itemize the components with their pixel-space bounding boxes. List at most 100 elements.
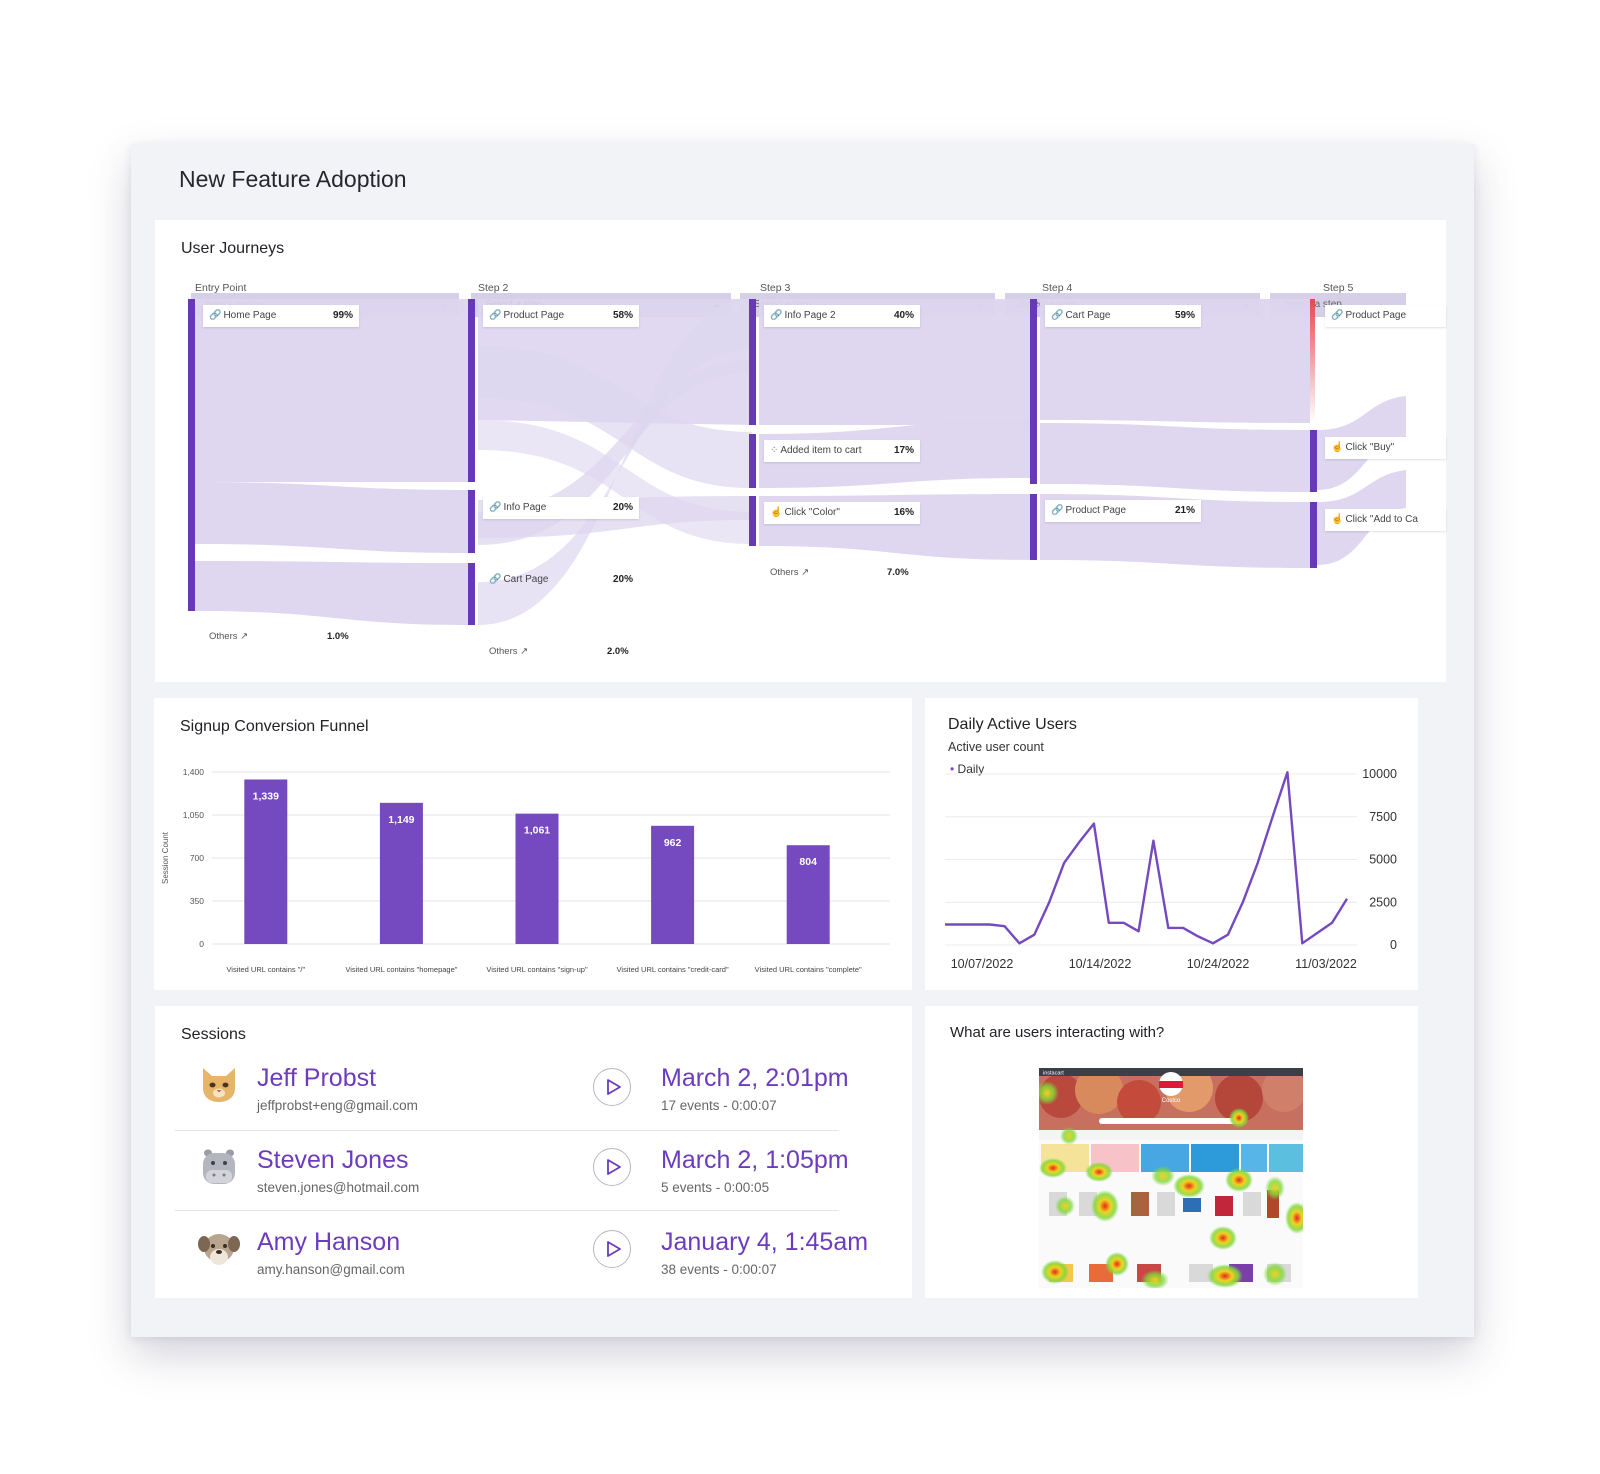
heatmap-title: What are users interacting with? bbox=[950, 1024, 1165, 1041]
others-step3[interactable]: Others ↗ bbox=[770, 567, 810, 578]
funnel-y-tick: 1,400 bbox=[183, 767, 205, 777]
funnel-bar[interactable] bbox=[515, 813, 559, 944]
play-button[interactable] bbox=[593, 1148, 631, 1186]
session-user-name[interactable]: Steven Jones bbox=[257, 1146, 409, 1174]
session-row[interactable]: Steven Jones steven.jones@hotmail.com Ma… bbox=[175, 1140, 849, 1220]
flow-product-added bbox=[478, 346, 752, 488]
link-icon: 🔗 bbox=[489, 502, 502, 513]
pointer-hand-icon: ☝ bbox=[770, 507, 783, 518]
flow-cart-info2 bbox=[478, 299, 752, 625]
legend-dot-icon: • bbox=[950, 762, 955, 776]
dropoff-step5-marker bbox=[1310, 299, 1315, 423]
funnel-x-label: Visited URL contains "homepage" bbox=[345, 965, 457, 974]
link-icon: 🔗 bbox=[1331, 310, 1344, 321]
user-journeys-title: User Journeys bbox=[181, 240, 285, 257]
play-button[interactable] bbox=[593, 1068, 631, 1106]
funnel-bar[interactable] bbox=[379, 802, 423, 944]
node-s3-info-page-2[interactable] bbox=[749, 299, 756, 425]
dau-y-tick: 5000 bbox=[1369, 853, 1397, 867]
dau-y-tick: 7500 bbox=[1369, 810, 1397, 824]
session-user-email: amy.hanson@gmail.com bbox=[257, 1262, 405, 1277]
funnel-y-tick: 1,050 bbox=[183, 810, 205, 820]
funnel-bar-value: 1,149 bbox=[388, 814, 414, 826]
play-button[interactable] bbox=[593, 1230, 631, 1268]
node-s3-click-color[interactable] bbox=[749, 496, 756, 546]
session-date[interactable]: March 2, 1:05pm bbox=[661, 1146, 849, 1174]
node-s2-info-page[interactable] bbox=[468, 490, 475, 553]
external-link-icon: ↗ bbox=[237, 631, 249, 642]
funnel-bar-value: 1,061 bbox=[524, 825, 550, 837]
link-icon: 🔗 bbox=[209, 310, 222, 321]
funnel-bar-value: 962 bbox=[664, 837, 682, 849]
sessions-card: Sessions Jeff Probst jeffprobst+eng@gmai… bbox=[155, 1006, 912, 1298]
label-s4-product[interactable]: 🔗 Product Page 21% bbox=[1045, 500, 1201, 522]
label-s5-addto[interactable]: ☝ Click "Add to Ca bbox=[1325, 509, 1446, 531]
link-icon: 🔗 bbox=[1051, 310, 1064, 321]
others-step2[interactable]: Others ↗ bbox=[489, 646, 529, 657]
session-date[interactable]: March 2, 2:01pm bbox=[661, 1064, 849, 1092]
step-label-4: Step 4 bbox=[1042, 282, 1073, 294]
node-s5-click-buy[interactable] bbox=[1310, 430, 1317, 492]
dau-series-line[interactable] bbox=[945, 771, 1349, 945]
heatmap-brand: instacart bbox=[1043, 1071, 1064, 1077]
play-icon bbox=[607, 1079, 621, 1095]
label-s4-cart[interactable]: 🔗 Cart Page 59% bbox=[1045, 305, 1201, 327]
flow-cart-buy bbox=[1040, 423, 1310, 492]
label-s2-cart[interactable]: 🔗 Cart Page 20% bbox=[489, 574, 633, 585]
funnel-x-label: Visited URL contains "credit-card" bbox=[617, 965, 729, 974]
heatmap-screenshot[interactable]: instacart Costco bbox=[1039, 1068, 1303, 1288]
node-s2-product-page[interactable] bbox=[468, 299, 475, 482]
funnel-bar[interactable] bbox=[244, 779, 288, 944]
label-s3-info2[interactable]: 🔗 Info Page 2 40% bbox=[764, 305, 920, 327]
session-user-name[interactable]: Amy Hanson bbox=[257, 1228, 401, 1256]
flow-cart-product5 bbox=[1040, 299, 1310, 423]
label-s2-info[interactable]: 🔗 Info Page 20% bbox=[483, 497, 639, 519]
funnel-y-tick: 700 bbox=[190, 853, 204, 863]
flow-home-info bbox=[195, 482, 471, 553]
session-user-email: steven.jones@hotmail.com bbox=[257, 1180, 420, 1195]
session-row[interactable]: Jeff Probst jeffprobst+eng@gmail.com Mar… bbox=[175, 1058, 849, 1138]
heatmap-card: What are users interacting with? bbox=[925, 1006, 1418, 1298]
external-link-icon: ↗ bbox=[798, 567, 810, 578]
others-entry[interactable]: Others ↗ bbox=[209, 631, 249, 642]
node-s2-cart-page[interactable] bbox=[468, 563, 475, 625]
dau-card: Daily Active Users Active user count • D… bbox=[925, 698, 1418, 990]
session-user-name[interactable]: Jeff Probst bbox=[257, 1064, 377, 1092]
dashboard-title: New Feature Adoption bbox=[179, 166, 407, 192]
label-s3-added[interactable]: ⁘ Added item to cart 17% bbox=[764, 440, 920, 462]
label-s5-product[interactable]: 🔗 Product Page bbox=[1325, 305, 1446, 327]
funnel-bar-value: 1,339 bbox=[253, 790, 279, 802]
label-s3-color[interactable]: ☝ Click "Color" 16% bbox=[764, 502, 920, 524]
flow-home-cart bbox=[195, 561, 471, 625]
hippo-avatar-icon bbox=[203, 1149, 235, 1184]
dau-y-tick: 2500 bbox=[1369, 895, 1397, 909]
dashboard: New Feature Adoption User Journeys Entry… bbox=[131, 144, 1474, 1337]
node-s4-cart-page[interactable] bbox=[1030, 299, 1037, 484]
funnel-bar[interactable] bbox=[786, 845, 830, 944]
funnel-x-label: Visited URL contains "sign-up" bbox=[486, 965, 588, 974]
play-icon bbox=[607, 1241, 621, 1257]
node-s3-added-item[interactable] bbox=[749, 434, 756, 488]
session-user-email: jeffprobst+eng@gmail.com bbox=[257, 1098, 418, 1113]
dau-legend[interactable]: • Daily bbox=[950, 762, 985, 776]
label-s2-product[interactable]: 🔗 Product Page 58% bbox=[483, 305, 639, 327]
cart-sparkle-icon: ⁘ bbox=[770, 445, 779, 456]
step-label-2: Step 2 bbox=[478, 282, 509, 294]
dau-x-tick: 10/07/2022 bbox=[951, 957, 1014, 971]
session-events: 38 events - 0:00:07 bbox=[661, 1262, 777, 1277]
node-home-page[interactable] bbox=[188, 299, 195, 611]
label-s5-buy[interactable]: ☝ Click "Buy" bbox=[1325, 437, 1446, 459]
session-divider bbox=[175, 1130, 839, 1131]
sessions-title: Sessions bbox=[181, 1026, 246, 1043]
funnel-bar[interactable] bbox=[651, 825, 695, 944]
user-journeys-card: User Journeys Entry Point Step 2 Step 3 … bbox=[155, 220, 1446, 682]
session-date[interactable]: January 4, 1:45am bbox=[661, 1228, 869, 1256]
node-s4-product-page[interactable] bbox=[1030, 494, 1037, 560]
others-step2-pct: 2.0% bbox=[607, 646, 629, 657]
funnel-bar-value: 804 bbox=[799, 856, 817, 868]
session-row[interactable]: Amy Hanson amy.hanson@gmail.com January … bbox=[175, 1222, 868, 1302]
signup-funnel-card: Signup Conversion Funnel 0 350 700 1,050 1,4… bbox=[154, 698, 912, 990]
node-s5-click-add[interactable] bbox=[1310, 502, 1317, 568]
dau-chart: 0 2500 5000 7500 10000 10/07/2022 10/14/2022 10… bbox=[945, 767, 1397, 971]
label-home-page[interactable]: 🔗 Home Page 99% bbox=[203, 305, 359, 327]
